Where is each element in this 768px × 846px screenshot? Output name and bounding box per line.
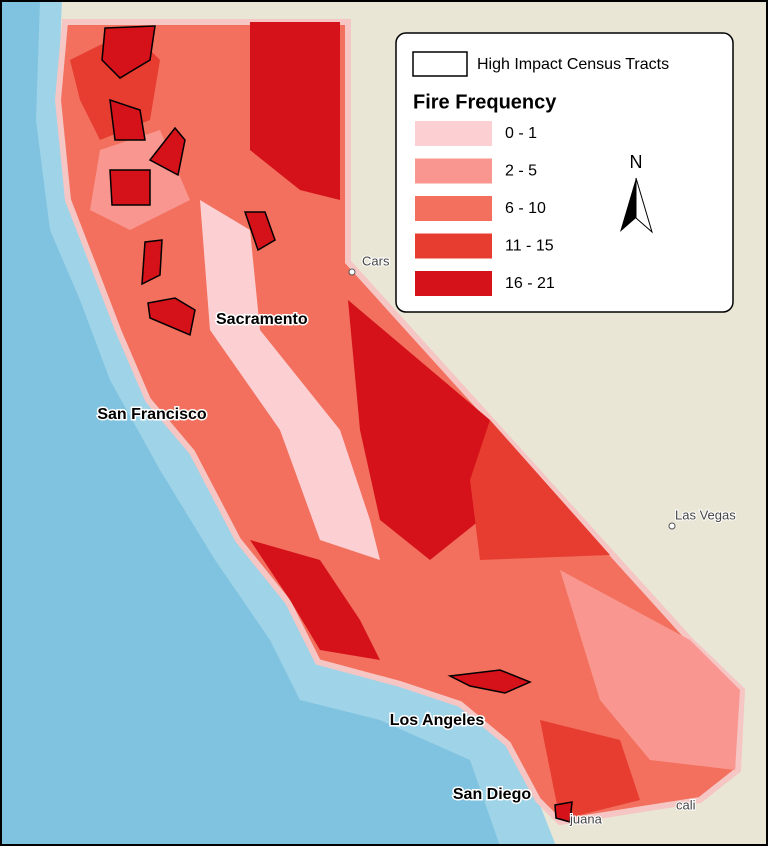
legend-label: 0 - 1: [505, 125, 537, 142]
north-label: N: [630, 152, 643, 172]
legend: High Impact Census Tracts Fire Frequency…: [395, 32, 734, 313]
city-point: [668, 522, 676, 530]
legend-label: 2 - 5: [505, 163, 537, 180]
north-arrow-half: [635, 177, 653, 234]
high-impact-tract: [447, 669, 532, 694]
region: [200, 200, 380, 560]
basemap-label: Cars: [362, 253, 390, 268]
ocean-deep: [0, 0, 500, 846]
legend-label: 6 - 10: [505, 200, 546, 217]
high-impact-tract: [109, 98, 146, 141]
legend-swatch: [415, 233, 492, 259]
basemap-label: cali: [676, 797, 696, 812]
city-label: San Francisco: [97, 406, 207, 423]
legend-title: Fire Frequency: [413, 91, 557, 113]
region: [250, 22, 340, 200]
city-label: San Diego: [453, 786, 531, 803]
legend-label: 16 - 21: [505, 275, 555, 292]
region: [540, 720, 640, 820]
high-impact-tract: [554, 801, 573, 823]
basemap-label: juana: [569, 811, 603, 826]
region: [470, 420, 610, 560]
labels: Sacramento San Francisco Los Angeles San Di…: [96, 252, 737, 827]
high-impact-tract: [148, 126, 186, 177]
legend-swatch: [415, 158, 492, 184]
city-point: [348, 268, 356, 276]
legend-label: 11 - 15: [505, 238, 554, 255]
legend-outline-swatch: [412, 51, 468, 77]
region: [560, 570, 740, 770]
high-impact-tract: [141, 239, 163, 286]
high-impact-tracts: [101, 25, 573, 823]
high-impact-tract: [243, 211, 276, 252]
city-label: Los Angeles: [390, 712, 485, 729]
high-impact-tract: [109, 169, 151, 206]
region: [250, 540, 380, 660]
legend-swatch: [415, 196, 492, 221]
legend-outline-label: High Impact Census Tracts: [477, 56, 669, 73]
high-impact-tract: [147, 297, 196, 337]
basemap-points: [348, 268, 676, 530]
city-label: Sacramento: [216, 311, 308, 328]
basemap-label: Las Vegas: [675, 507, 736, 522]
legend-swatch: [415, 121, 492, 146]
high-impact-tract: [101, 25, 156, 79]
legend-swatch: [415, 271, 492, 296]
region: [348, 300, 490, 560]
